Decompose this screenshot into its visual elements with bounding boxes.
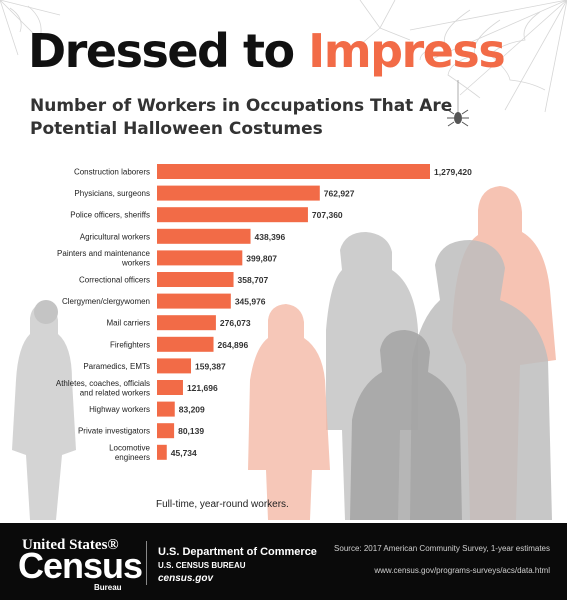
spider-icon	[447, 80, 469, 127]
bar-3	[157, 228, 251, 244]
title-dark-text: Dressed to	[28, 24, 309, 78]
category-label-9: Paramedics, EMTs	[83, 362, 150, 371]
value-label-7: 276,073	[220, 318, 251, 328]
category-label-13: Locomotive engineers	[109, 444, 150, 463]
category-label-7: Mail carriers	[106, 319, 150, 328]
value-label-0: 1,279,420	[434, 167, 472, 177]
page-title: Dressed to Impress	[28, 28, 506, 74]
source-note: Source: 2017 American Community Survey, …	[334, 544, 550, 553]
bar-5	[157, 272, 234, 287]
website-link[interactable]: census.gov	[158, 573, 214, 584]
bar-10	[157, 380, 183, 395]
category-label-2: Police officers, sheriffs	[70, 211, 150, 220]
category-label-0: Construction laborers	[74, 168, 150, 177]
value-label-4: 399,807	[246, 253, 277, 263]
value-label-13: 45,734	[171, 448, 197, 458]
bar-2	[157, 207, 308, 223]
value-label-8: 264,896	[218, 340, 249, 350]
bar-12	[157, 423, 175, 439]
value-label-12: 80,139	[178, 426, 204, 436]
category-label-1: Physicians, surgeons	[74, 189, 150, 198]
value-label-6: 345,976	[235, 297, 266, 307]
title-accent-text: Impress	[308, 24, 506, 78]
bar-6	[157, 293, 231, 309]
department-name: U.S. Department of Commerce	[158, 546, 317, 558]
value-label-2: 707,360	[312, 210, 343, 220]
value-label-1: 762,927	[324, 189, 355, 199]
category-label-5: Correctional officers	[79, 276, 150, 285]
worker-silhouettes	[12, 186, 556, 520]
category-label-3: Agricultural workers	[80, 232, 150, 241]
spiderweb-icon	[0, 0, 567, 113]
category-label-10: Athletes, coaches, officials and related …	[56, 379, 150, 398]
category-label-8: Firefighters	[110, 340, 150, 349]
chart-subtitle: Number of Workers in Occupations That Ar…	[30, 96, 453, 139]
value-label-3: 438,396	[255, 232, 286, 242]
bar-0	[157, 164, 430, 179]
chart-note: Full-time, year-round workers.	[156, 499, 289, 510]
bar-7	[157, 315, 216, 331]
bureau-name: U.S. CENSUS BUREAU	[158, 561, 246, 570]
bar-4	[157, 250, 243, 266]
category-label-12: Private investigators	[78, 427, 150, 436]
category-label-6: Clergymen/clergywomen	[62, 297, 150, 306]
bar-1	[157, 185, 320, 201]
bar-13	[157, 444, 167, 460]
value-label-9: 159,387	[195, 361, 226, 371]
bar-9	[157, 358, 192, 374]
value-label-10: 121,696	[187, 383, 218, 393]
logo-united-states: United States®	[22, 537, 119, 553]
bar-11	[157, 401, 175, 417]
bar-8	[157, 336, 214, 352]
category-label-11: Highway workers	[89, 405, 150, 414]
value-label-11: 83,209	[179, 405, 205, 415]
footer: United States® Census Bureau U.S. Depart…	[0, 523, 567, 600]
value-label-5: 358,707	[238, 275, 269, 285]
category-label-4: Painters and maintenance workers	[57, 249, 151, 268]
source-url[interactable]: www.census.gov/programs-surveys/acs/data…	[374, 566, 550, 575]
census-logo[interactable]: United States® Census Bureau	[16, 537, 143, 593]
footer-divider	[146, 541, 147, 585]
logo-census: Census	[18, 545, 143, 586]
logo-bureau: Bureau	[94, 583, 122, 592]
